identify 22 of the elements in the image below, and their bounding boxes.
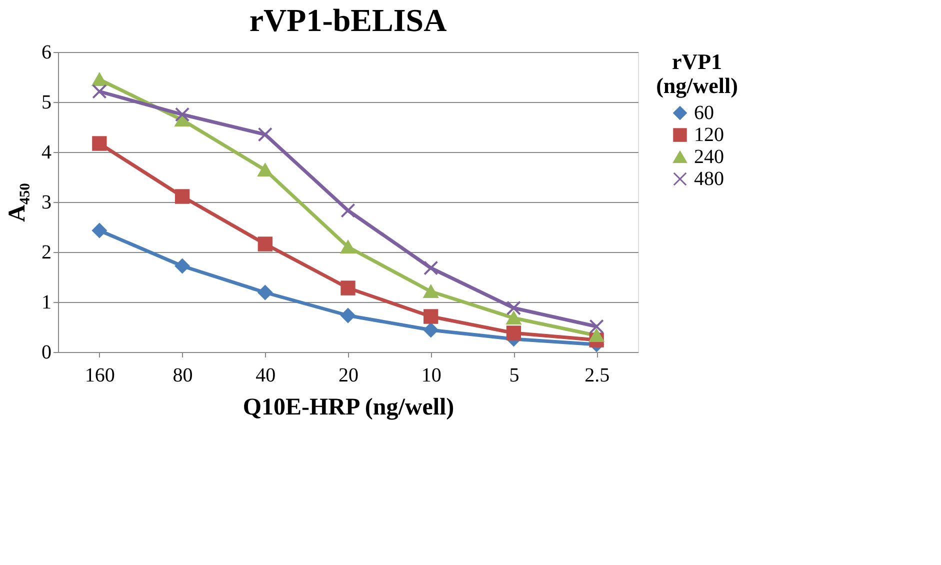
x-tick-label: 5 (509, 364, 520, 386)
y-tick-label: 3 (42, 192, 52, 214)
x-tick-label: 20 (338, 364, 358, 386)
x-tick-label: 80 (172, 364, 193, 386)
legend-label: 480 (694, 168, 724, 190)
y-tick-label: 6 (42, 42, 52, 64)
y-axis-title: A₄₅₀ (4, 183, 30, 222)
x-axis-title: Q10E-HRP (ng/well) (242, 394, 454, 420)
x-tick-label: 160 (84, 364, 115, 386)
y-tick-label: 0 (42, 342, 52, 364)
y-tick-label: 1 (42, 292, 52, 314)
legend-label: 60 (694, 102, 714, 124)
x-tick-label: 2.5 (584, 364, 610, 386)
y-tick-label: 2 (42, 242, 52, 264)
y-tick-label: 5 (42, 92, 52, 114)
legend-title: rVP1 (ng/well) (656, 49, 738, 98)
legend-label: 240 (694, 146, 724, 168)
chart-title: rVP1-bELISA (249, 2, 447, 38)
x-tick-label: 10 (421, 364, 442, 386)
y-tick-label: 4 (42, 142, 52, 164)
x-tick-label: 40 (256, 364, 276, 386)
legend-label: 120 (694, 124, 724, 146)
